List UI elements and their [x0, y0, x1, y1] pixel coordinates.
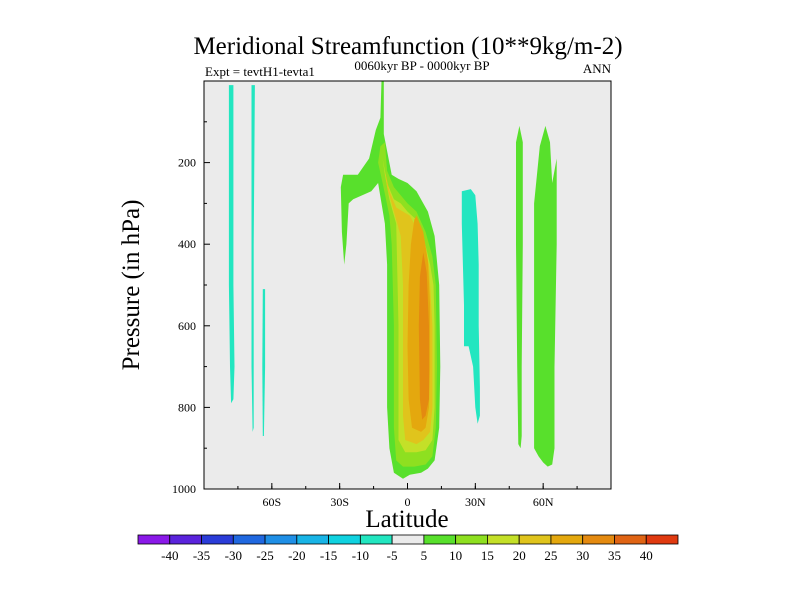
colorbar-swatch [328, 534, 361, 545]
season-label: ANN [583, 61, 612, 76]
colorbar-swatch [137, 534, 171, 545]
x-tick-label: 60N [533, 495, 554, 509]
cell-neg-sh-3 [262, 289, 266, 436]
colorbar-label: -20 [288, 548, 305, 563]
cell-neg-sh-2 [251, 85, 255, 432]
colorbar-swatch [264, 534, 298, 545]
y-tick-label: 200 [178, 156, 196, 170]
x-tick-label: 30N [465, 495, 486, 509]
colorbar-label: -35 [193, 548, 210, 563]
axis-ticks: 60S 30S 0 30N 60N 200 400 600 800 1000 [172, 121, 612, 509]
cell-pos-nh-1 [516, 125, 523, 449]
colorbar-label: -30 [225, 548, 242, 563]
cell-neg-sh-1 [228, 85, 235, 404]
colorbar-swatch [232, 534, 266, 545]
y-tick-label: 1000 [172, 482, 196, 496]
colorbar-swatch [391, 534, 425, 545]
y-tick-label: 400 [178, 237, 196, 251]
colorbar-label: 40 [640, 548, 653, 563]
x-axis-label: Latitude [365, 506, 448, 533]
colorbar-label: -5 [387, 548, 398, 563]
colorbar-label: 5 [421, 548, 428, 563]
colorbar-label: 15 [481, 548, 494, 563]
colorbar-label: 35 [608, 548, 621, 563]
x-tick-label: 60S [262, 495, 281, 509]
colorbar-swatch [201, 534, 234, 545]
cell-pos-30 [418, 252, 429, 420]
colorbar-label: 10 [449, 548, 462, 563]
colorbar-label: -25 [256, 548, 273, 563]
colorbar-label: -15 [320, 548, 337, 563]
colorbar-swatch [614, 534, 647, 545]
colorbar-swatch [487, 534, 520, 545]
colorbar-swatch [518, 534, 552, 545]
x-tick-label: 30S [330, 495, 349, 509]
contour-fills [228, 81, 557, 479]
colorbar-label: 25 [544, 548, 557, 563]
chart-subtitle: 0060kyr BP - 0000kyr BP [354, 58, 489, 73]
colorbar-label: 20 [513, 548, 526, 563]
colorbar-swatch [423, 534, 457, 545]
colorbar-swatch [582, 534, 615, 545]
y-tick-label: 800 [178, 400, 196, 414]
colorbar-swatch [296, 534, 329, 545]
colorbar-swatch [550, 534, 584, 545]
experiment-label: Expt = tevtH1-tevta1 [205, 64, 315, 79]
x-tick-label: 0 [405, 495, 411, 509]
y-tick-label: 600 [178, 319, 196, 333]
colorbar-swatch [359, 534, 393, 545]
colorbar-swatch [169, 534, 202, 545]
chart-title: Meridional Streamfunction (10**9kg/m-2) [193, 33, 622, 60]
colorbar-label: 30 [576, 548, 589, 563]
y-axis-label: Pressure (in hPa) [118, 200, 145, 371]
colorbar-swatch [455, 534, 488, 545]
cell-neg-nh [461, 189, 480, 424]
colorbar-label: -10 [352, 548, 369, 563]
colorbar-label: -40 [161, 548, 178, 563]
cell-pos-nh-2 [534, 125, 557, 467]
colorbar: -40 -35 -30 -25 -20 -15 -10 -5 5 10 15 20 25 30 35 40 [137, 534, 679, 563]
colorbar-swatch [645, 534, 679, 545]
